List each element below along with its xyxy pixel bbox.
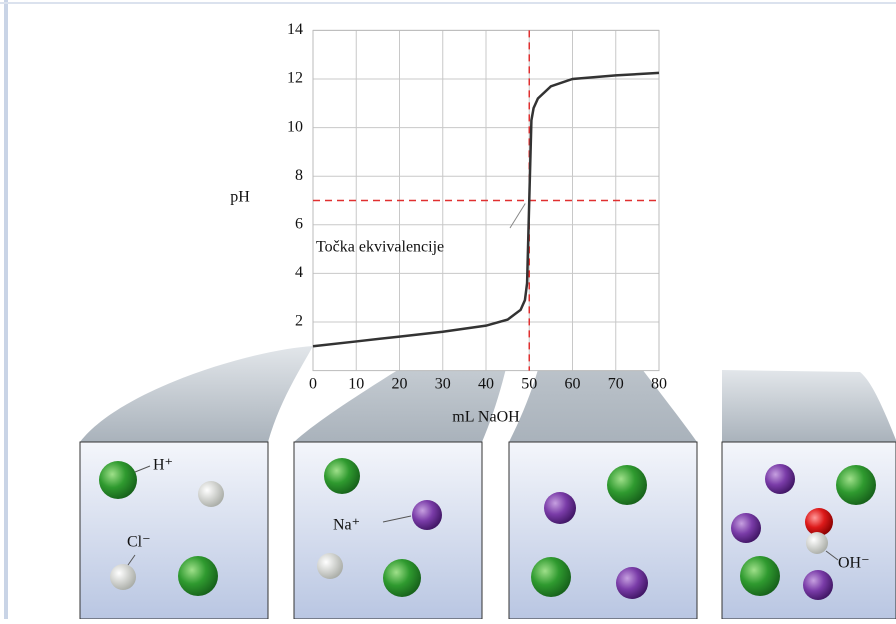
x-tick-label: 70: [608, 375, 624, 392]
ion-label: OH⁻: [838, 555, 870, 572]
panel: Na⁺: [293, 441, 483, 620]
ion-label: Na⁺: [333, 517, 360, 534]
x-tick-label: 60: [565, 375, 581, 392]
x-tick-label: 50: [521, 375, 537, 392]
annotation: Točka ekvivalencije: [316, 239, 444, 256]
x-tick-label: 40: [478, 375, 494, 392]
y-tick-label: 4: [295, 264, 303, 281]
y-axis-label: pH: [230, 189, 250, 206]
x-tick-label: 0: [309, 375, 317, 392]
x-axis-label: mL NaOH: [452, 409, 520, 426]
titration-curve: [312, 71, 660, 348]
y-tick-label: 8: [295, 167, 303, 184]
panel: OH⁻: [721, 441, 896, 620]
ion-label: H⁺: [153, 457, 173, 474]
plot: 2 4 6 8 10 12 14 0 10 20 30 40 50 60 70 80 Točka ekvival…: [287, 21, 667, 392]
y-tick-label: 6: [295, 215, 303, 232]
ion-label: Cl⁻: [127, 534, 151, 551]
x-tick-label: 20: [392, 375, 408, 392]
x-tick-label: 30: [435, 375, 451, 392]
x-tick-label: 10: [348, 375, 364, 392]
wedge: [722, 370, 896, 442]
panel: H⁺ Cl⁻: [79, 441, 269, 620]
y-tick-label: 2: [295, 313, 303, 330]
annotation-arrow: [509, 203, 526, 229]
wedge: [80, 346, 313, 442]
y-tick-label: 12: [287, 70, 303, 87]
x-tick-label: 80: [651, 375, 667, 392]
y-tick-label: 14: [287, 21, 303, 38]
y-tick-label: 10: [287, 118, 303, 135]
panel: [508, 441, 698, 620]
